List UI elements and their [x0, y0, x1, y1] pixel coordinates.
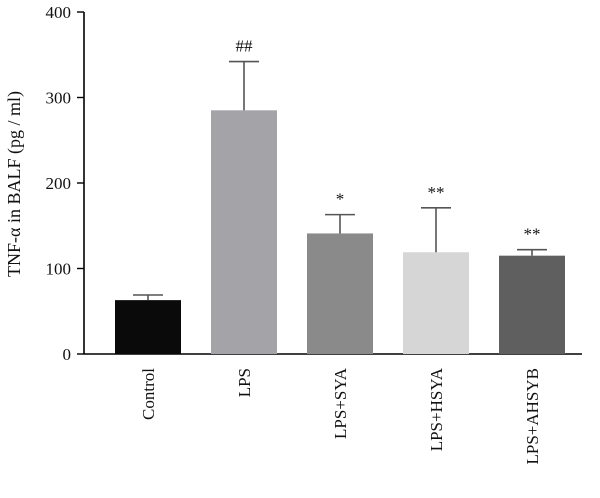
y-tick-label: 200: [46, 174, 72, 193]
bar: [211, 110, 277, 354]
x-tick-label: LPS+HSYA: [427, 367, 446, 451]
error-bar: [517, 248, 547, 256]
error-bar: [325, 213, 355, 234]
significance-label: ##: [236, 37, 254, 56]
y-tick-label: 300: [46, 89, 72, 108]
x-tick-label: LPS+SYA: [331, 367, 350, 439]
category-labels: Control LPS LPS+SYA LPS+HSYA LPS+AHSYB: [139, 367, 542, 464]
error-bar: [133, 294, 163, 301]
x-tick-label: Control: [139, 368, 158, 420]
y-axis: 0 100 200 300 400: [46, 3, 85, 364]
y-tick-label: 400: [46, 3, 72, 22]
y-axis-title: TNF-α in BALF (pg / ml): [4, 91, 25, 277]
bars: [115, 110, 565, 354]
x-tick-label: LPS: [235, 368, 254, 397]
y-tick-label: 100: [46, 260, 72, 279]
error-bar: [229, 60, 259, 111]
bar: [307, 233, 373, 354]
significance-label: *: [336, 190, 345, 209]
bar: [499, 255, 565, 354]
significance-label: **: [428, 183, 445, 202]
error-bar: [421, 206, 451, 253]
bar: [403, 252, 469, 354]
error-bars: [133, 60, 547, 301]
significance-label: **: [524, 225, 541, 244]
x-tick-label: LPS+AHSYB: [523, 368, 542, 465]
significance-labels: ##* ****: [236, 37, 541, 244]
y-tick-label: 0: [63, 345, 72, 364]
bar: [115, 300, 181, 354]
